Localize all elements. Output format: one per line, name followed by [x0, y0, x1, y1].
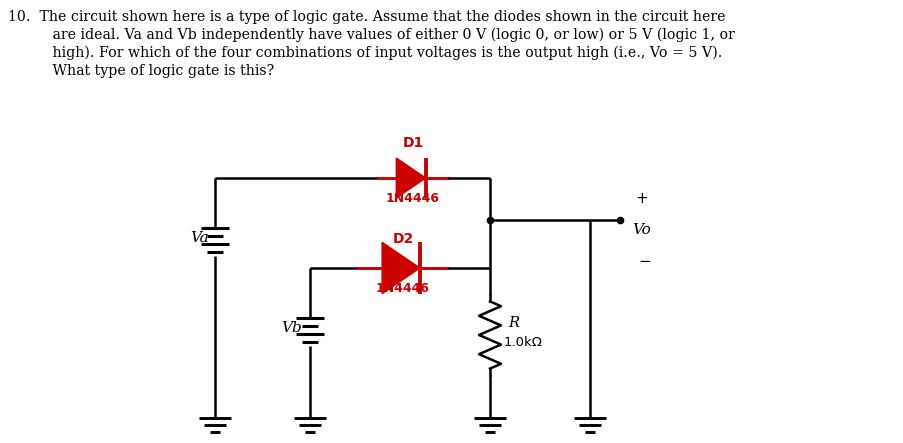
Text: 10.  The circuit shown here is a type of logic gate. Assume that the diodes show: 10. The circuit shown here is a type of …	[8, 10, 725, 24]
Polygon shape	[382, 242, 419, 294]
Text: What type of logic gate is this?: What type of logic gate is this?	[30, 64, 274, 78]
Text: D1: D1	[402, 136, 424, 150]
Text: Vb: Vb	[281, 321, 302, 335]
Text: 1N4446: 1N4446	[376, 282, 430, 295]
Text: +: +	[634, 190, 647, 206]
Text: are ideal. Va and Vb independently have values of either 0 V (logic 0, or low) o: are ideal. Va and Vb independently have …	[30, 28, 734, 43]
Text: Va: Va	[190, 231, 209, 245]
Text: −: −	[638, 254, 650, 269]
Polygon shape	[396, 158, 425, 198]
Text: 1.0kΩ: 1.0kΩ	[504, 337, 543, 350]
Text: R: R	[507, 316, 518, 330]
Text: Vo: Vo	[631, 223, 650, 237]
Text: 1N4446: 1N4446	[386, 192, 440, 205]
Text: high). For which of the four combinations of input voltages is the output high (: high). For which of the four combination…	[30, 46, 721, 60]
Text: D2: D2	[392, 232, 414, 246]
